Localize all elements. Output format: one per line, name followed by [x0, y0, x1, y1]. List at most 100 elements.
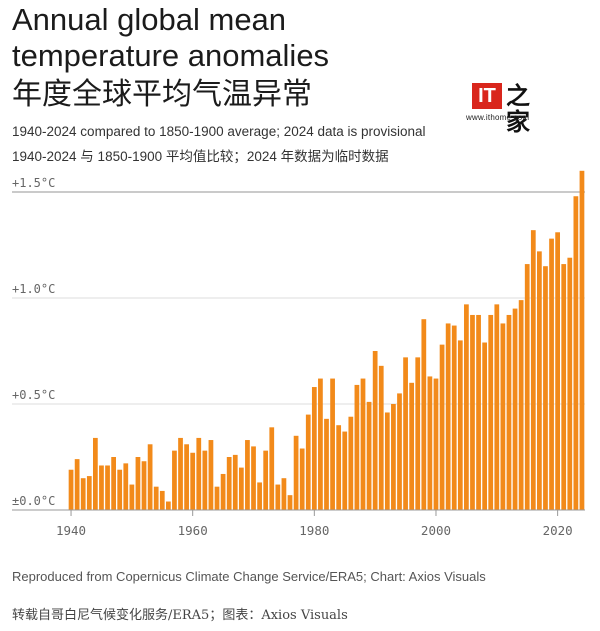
y-tick-label: +0.5°C	[12, 388, 55, 402]
bar	[99, 465, 104, 510]
bar	[226, 457, 232, 510]
bar	[275, 484, 281, 510]
bar	[494, 304, 500, 510]
bar	[433, 378, 439, 510]
bar	[147, 444, 153, 510]
bar	[518, 300, 524, 510]
y-tick-label: ±0.0°C	[12, 494, 55, 508]
chart-title: Annual global mean temperature anomalies	[12, 2, 330, 73]
bar	[372, 351, 378, 510]
bar	[506, 314, 512, 510]
bar	[360, 378, 366, 510]
bar	[530, 230, 536, 510]
bar	[482, 342, 488, 510]
bar	[165, 501, 171, 510]
bar	[445, 323, 451, 510]
logo-chinese-mark: 之家	[506, 81, 530, 136]
bar	[232, 454, 238, 510]
bar	[579, 170, 585, 511]
bar	[318, 378, 323, 510]
bar	[153, 486, 159, 510]
bar	[421, 319, 427, 510]
bar	[512, 308, 518, 510]
bar	[135, 457, 141, 510]
bar	[409, 382, 415, 510]
bar	[80, 478, 86, 510]
bar	[500, 323, 506, 510]
bar	[336, 425, 342, 510]
x-tick-label: 1960	[178, 523, 208, 538]
bar	[342, 431, 348, 510]
bar	[281, 478, 287, 510]
bar	[178, 437, 183, 510]
bar	[384, 412, 390, 510]
bar	[92, 437, 98, 510]
bar	[129, 484, 135, 510]
bar	[427, 376, 433, 510]
bar	[324, 418, 329, 510]
bar	[172, 450, 177, 510]
bar	[397, 393, 402, 510]
bar-chart: ±0.0°C +0.5°C +1.0°C +1.5°C 1940 1960 1980 2000…	[12, 170, 585, 538]
logo-url: www.ithome.com	[466, 113, 530, 122]
bar	[470, 314, 475, 510]
bar	[415, 357, 421, 510]
bar	[269, 427, 275, 510]
bar	[159, 490, 165, 510]
bar	[567, 257, 573, 510]
chart-subtitle: 1940-2024 compared to 1850-1900 average;…	[12, 124, 426, 139]
bar	[196, 437, 202, 510]
bar	[537, 251, 542, 511]
bar	[123, 463, 129, 510]
bar	[561, 264, 567, 510]
chart-subtitle-chinese: 1940-2024 与 1850-1900 平均值比较；2024 年数据为临时数…	[12, 149, 389, 164]
bar	[299, 448, 305, 510]
bar	[68, 469, 74, 510]
bar	[245, 440, 250, 510]
bar	[439, 344, 445, 510]
bar	[378, 365, 384, 510]
bar	[190, 452, 196, 510]
bar	[86, 476, 92, 510]
bar	[251, 446, 256, 510]
bar	[293, 435, 299, 510]
bar	[208, 440, 214, 510]
bar	[238, 467, 244, 510]
bar	[184, 444, 189, 510]
bar	[366, 401, 372, 510]
bar	[573, 196, 579, 511]
bar	[214, 486, 220, 510]
bar	[330, 378, 335, 510]
bar	[403, 357, 408, 510]
x-tick-label: 2020	[543, 523, 573, 538]
y-tick-label: +1.5°C	[12, 176, 55, 190]
bar	[117, 469, 123, 510]
bar	[391, 404, 396, 510]
x-tick-label: 2000	[421, 523, 451, 538]
bar	[354, 384, 360, 510]
bar	[220, 473, 226, 510]
bar	[543, 266, 548, 510]
bar	[257, 482, 262, 510]
bar	[202, 450, 208, 510]
bar	[74, 459, 80, 510]
bar	[488, 314, 494, 510]
bar	[348, 416, 354, 510]
bar	[457, 340, 463, 510]
ithome-logo: IT 之家 www.ithome.com	[466, 83, 542, 135]
bar	[141, 461, 147, 510]
bar	[263, 450, 269, 510]
bar	[305, 414, 311, 510]
bar	[451, 325, 457, 510]
bar	[549, 238, 554, 510]
bar	[524, 264, 530, 510]
x-tick-label: 1980	[299, 523, 329, 538]
bar	[287, 495, 293, 510]
bar	[555, 232, 561, 510]
source-credit: Reproduced from Copernicus Climate Chang…	[12, 569, 486, 584]
chart-title-chinese: 年度全球平均气温异常	[12, 78, 312, 111]
source-credit-chinese: 转载自哥白尼气候变化服务/ERA5；图表：Axios Visuals	[12, 608, 348, 623]
bar	[464, 304, 469, 510]
logo-it-mark: IT	[472, 83, 502, 109]
bar	[111, 457, 116, 510]
